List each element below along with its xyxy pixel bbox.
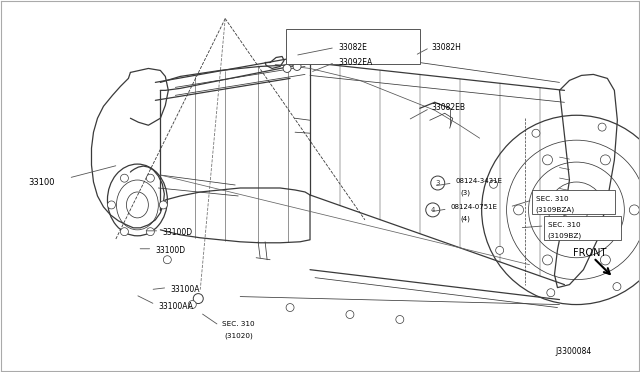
Circle shape	[532, 129, 540, 137]
Circle shape	[193, 294, 204, 304]
Circle shape	[108, 201, 115, 209]
Circle shape	[286, 304, 294, 311]
Circle shape	[431, 176, 445, 190]
Text: 4: 4	[431, 207, 435, 213]
Text: 08124-3431E: 08124-3431E	[456, 178, 502, 184]
Circle shape	[600, 155, 611, 165]
Text: 3: 3	[435, 180, 440, 186]
Circle shape	[159, 201, 167, 209]
Text: 33100D: 33100D	[163, 228, 193, 237]
Circle shape	[600, 255, 611, 265]
Text: 33100AA: 33100AA	[158, 302, 193, 311]
Text: (31020): (31020)	[224, 333, 253, 339]
Text: 33100A: 33100A	[170, 285, 200, 294]
Text: 33082EB: 33082EB	[432, 103, 466, 112]
Circle shape	[598, 123, 606, 131]
Text: SEC. 310: SEC. 310	[547, 222, 580, 228]
Circle shape	[495, 246, 504, 254]
Circle shape	[547, 289, 555, 297]
Circle shape	[147, 174, 154, 182]
Text: SEC. 310: SEC. 310	[536, 196, 568, 202]
Text: 33100: 33100	[29, 178, 55, 187]
Circle shape	[188, 301, 196, 308]
Circle shape	[543, 155, 552, 165]
Text: (3109BZ): (3109BZ)	[547, 233, 582, 239]
Text: SEC. 310: SEC. 310	[222, 321, 255, 327]
Circle shape	[147, 228, 154, 235]
Circle shape	[396, 315, 404, 324]
Circle shape	[426, 203, 440, 217]
Text: (3109BZA): (3109BZA)	[536, 207, 575, 214]
Circle shape	[490, 180, 497, 188]
Text: 33082H: 33082H	[432, 42, 461, 52]
Text: 08124-0751E: 08124-0751E	[451, 204, 498, 210]
Circle shape	[120, 228, 129, 235]
Circle shape	[120, 174, 129, 182]
Text: 33082E: 33082E	[338, 42, 367, 52]
Text: 33100D: 33100D	[156, 246, 186, 255]
Circle shape	[293, 62, 301, 70]
FancyBboxPatch shape	[543, 216, 621, 240]
Circle shape	[543, 255, 552, 265]
FancyBboxPatch shape	[532, 190, 615, 214]
Circle shape	[283, 64, 291, 73]
FancyBboxPatch shape	[286, 29, 420, 64]
Text: (3): (3)	[461, 190, 470, 196]
Circle shape	[346, 311, 354, 318]
Text: J3300084: J3300084	[556, 347, 592, 356]
Circle shape	[629, 205, 639, 215]
Text: (4): (4)	[461, 216, 470, 222]
Text: FRONT: FRONT	[573, 248, 607, 258]
Circle shape	[613, 283, 621, 291]
Circle shape	[513, 205, 524, 215]
Text: 33092EA: 33092EA	[338, 58, 372, 67]
Circle shape	[163, 256, 172, 264]
